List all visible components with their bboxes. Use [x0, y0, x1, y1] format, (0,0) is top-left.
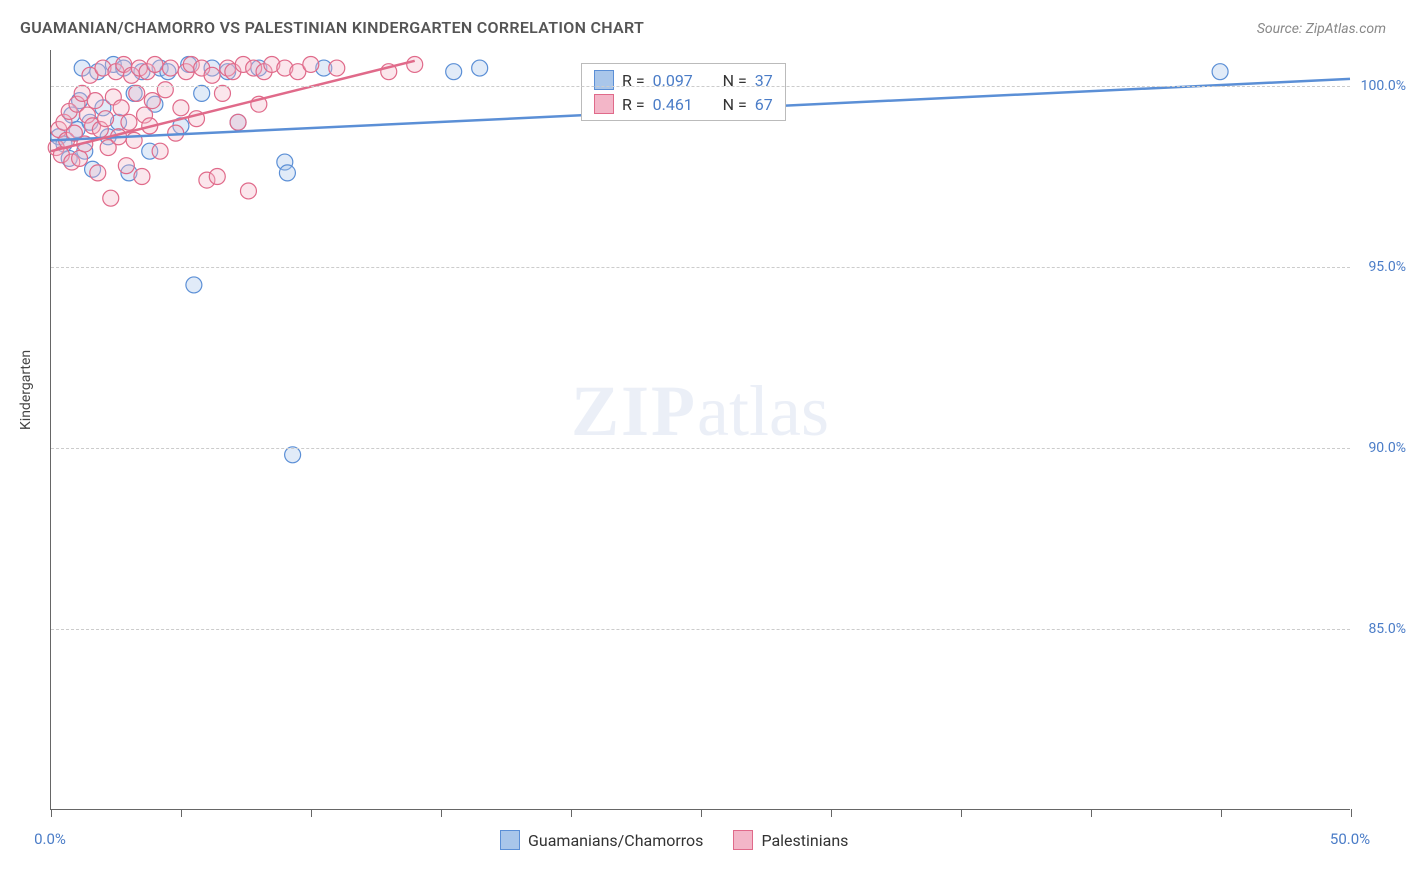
scatter-svg: [51, 50, 1350, 809]
gridline: [51, 86, 1350, 87]
stats-row: R =0.097N =37: [594, 68, 773, 92]
data-point: [163, 60, 179, 76]
n-label: N =: [723, 95, 747, 114]
n-value: 67: [755, 95, 773, 114]
chart-header: GUAMANIAN/CHAMORRO VS PALESTINIAN KINDER…: [20, 18, 1386, 37]
data-point: [134, 169, 150, 185]
gridline: [51, 267, 1350, 268]
data-point: [121, 114, 137, 130]
legend-swatch: [500, 830, 520, 850]
series-swatch: [594, 94, 614, 114]
chart-plot-area: ZIPatlas R =0.097N =37R =0.461N =67 85.0…: [50, 50, 1350, 810]
x-tick: [311, 809, 312, 817]
chart-title: GUAMANIAN/CHAMORRO VS PALESTINIAN KINDER…: [20, 18, 644, 37]
data-point: [147, 56, 163, 72]
data-point: [103, 190, 119, 206]
data-point: [118, 158, 134, 174]
y-tick-label: 100.0%: [1361, 78, 1406, 94]
r-value: 0.461: [653, 95, 703, 114]
stats-row: R = 0.461 N = 67: [594, 92, 773, 116]
data-point: [113, 100, 129, 116]
gridline: [51, 448, 1350, 449]
data-point: [90, 165, 106, 181]
data-point: [407, 56, 423, 72]
y-tick-label: 95.0%: [1368, 259, 1406, 275]
data-point: [285, 447, 301, 463]
data-point: [214, 85, 230, 101]
correlation-stats-box: R =0.097N =37 R = 0.461 N = 67: [581, 63, 786, 121]
x-tick: [51, 809, 52, 817]
data-point: [173, 100, 189, 116]
r-label: R =: [622, 95, 645, 114]
data-point: [204, 67, 220, 83]
legend: Guamanians/Chamorros Palestinians: [500, 830, 848, 850]
x-tick-label: 0.0%: [34, 830, 66, 848]
data-point: [472, 60, 488, 76]
y-tick-label: 85.0%: [1368, 621, 1406, 637]
x-tick: [701, 809, 702, 817]
data-point: [446, 64, 462, 80]
legend-label: Guamanians/Chamorros: [528, 831, 703, 850]
legend-item: Palestinians: [733, 830, 848, 850]
x-tick: [1351, 809, 1352, 817]
y-tick-label: 90.0%: [1368, 440, 1406, 456]
data-point: [72, 150, 88, 166]
data-point: [186, 277, 202, 293]
data-point: [98, 111, 114, 127]
data-point: [129, 85, 145, 101]
chart-source: Source: ZipAtlas.com: [1257, 21, 1386, 37]
data-point: [144, 93, 160, 109]
data-point: [209, 169, 225, 185]
data-point: [230, 114, 246, 130]
x-tick: [1091, 809, 1092, 817]
y-axis-label: Kindergarten: [18, 350, 34, 430]
legend-swatch: [733, 830, 753, 850]
data-point: [240, 183, 256, 199]
x-tick: [1221, 809, 1222, 817]
data-point: [157, 82, 173, 98]
data-point: [329, 60, 345, 76]
data-point: [1212, 64, 1228, 80]
data-point: [126, 132, 142, 148]
x-tick-label: 50.0%: [1330, 830, 1370, 848]
data-point: [152, 143, 168, 159]
data-point: [87, 93, 103, 109]
gridline: [51, 629, 1350, 630]
data-point: [303, 56, 319, 72]
legend-label: Palestinians: [761, 831, 848, 850]
x-tick: [441, 809, 442, 817]
x-tick: [961, 809, 962, 817]
legend-item: Guamanians/Chamorros: [500, 830, 703, 850]
x-tick: [181, 809, 182, 817]
data-point: [279, 165, 295, 181]
x-tick: [831, 809, 832, 817]
data-point: [194, 85, 210, 101]
x-tick: [571, 809, 572, 817]
